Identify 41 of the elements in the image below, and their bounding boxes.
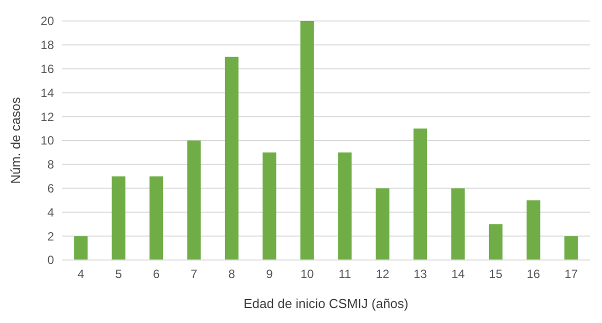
x-tick-label: 8 xyxy=(228,267,236,281)
bar xyxy=(187,140,201,260)
bar xyxy=(564,236,578,260)
bar xyxy=(526,200,540,260)
x-axis-title: Edad de inicio CSMIJ (años) xyxy=(244,296,408,311)
y-tick-label: 16 xyxy=(40,62,54,76)
x-tick-label: 9 xyxy=(266,267,274,281)
bar xyxy=(338,152,352,260)
y-tick-label: 2 xyxy=(47,229,54,244)
x-tick-label: 11 xyxy=(338,267,352,281)
y-tick-label: 0 xyxy=(47,253,54,268)
bar xyxy=(224,56,239,260)
y-tick-label: 20 xyxy=(40,14,54,28)
y-tick-label: 18 xyxy=(40,38,54,52)
bar xyxy=(376,188,390,260)
x-tick-label: 5 xyxy=(115,267,122,281)
x-tick-label: 17 xyxy=(564,267,578,281)
x-tick-label: 12 xyxy=(376,267,390,281)
bar xyxy=(300,21,314,260)
x-tick-label: 15 xyxy=(489,267,503,281)
y-tick-label: 4 xyxy=(47,205,54,220)
x-tick-label: 7 xyxy=(190,267,198,281)
bar xyxy=(413,128,428,260)
bar xyxy=(262,152,276,260)
x-tick-label: 4 xyxy=(78,267,85,281)
y-tick-label: 10 xyxy=(40,134,54,148)
bar xyxy=(451,188,465,260)
y-tick-label: 8 xyxy=(47,158,54,172)
x-tick-label: 6 xyxy=(152,267,160,281)
y-tick-label: 6 xyxy=(47,182,54,196)
bar xyxy=(112,176,126,260)
x-tick-label: 10 xyxy=(300,267,314,281)
y-axis-title: Núm. de casos xyxy=(8,96,23,184)
bar xyxy=(74,236,88,260)
y-tick-label: 14 xyxy=(40,86,54,100)
bar xyxy=(488,224,503,260)
bar xyxy=(149,176,164,260)
y-tick-label: 12 xyxy=(40,110,54,124)
x-tick-label: 14 xyxy=(451,267,465,281)
x-tick-label: 16 xyxy=(526,267,540,281)
x-tick-label: 13 xyxy=(414,267,428,281)
